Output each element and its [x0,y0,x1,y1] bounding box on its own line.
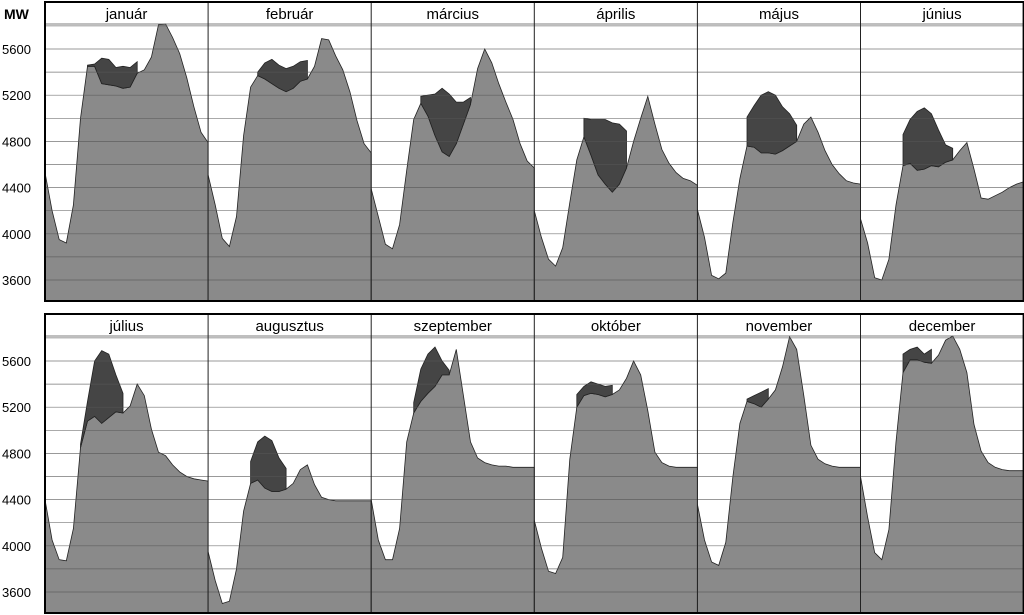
base-load-area [44,23,209,302]
peak-load-area [87,57,138,89]
peak-load-area [746,388,769,408]
y-axis-label: MW [4,6,30,22]
y-tick-label: 5600 [2,42,31,57]
y-tick-label: 5200 [2,400,31,415]
y-tick-label: 3600 [2,585,31,600]
base-load-area [860,335,1024,614]
month-title: május [759,6,799,23]
y-tick-label: 4000 [2,227,31,242]
month-title: január [105,6,148,23]
month-panel-1 [44,23,209,302]
month-panel-9 [370,346,535,614]
month-title: november [746,318,813,335]
month-panel-6 [860,107,1024,302]
base-load-area [697,335,861,614]
peak-load-area [583,117,627,193]
month-panel-8 [207,435,372,614]
month-title: december [909,318,976,335]
month-title: szeptember [414,318,492,335]
month-panel-2 [207,38,372,302]
peak-load-area [746,91,798,155]
month-title: július [108,318,143,335]
y-tick-label: 4400 [2,493,31,508]
y-tick-label: 4800 [2,446,31,461]
month-title: február [266,6,314,23]
base-load-area [207,464,372,614]
peak-load-area [250,435,287,492]
peak-load-area [413,346,450,415]
month-panel-12 [860,335,1024,614]
y-tick-label: 3600 [2,273,31,288]
month-panel-5 [697,91,861,302]
month-title: október [591,318,641,335]
peak-load-area [902,346,932,375]
y-tick-label: 4000 [2,539,31,554]
peak-load-area [902,107,954,171]
month-title: április [596,6,635,23]
peak-load-area [576,381,613,409]
peak-load-area [257,58,308,93]
month-panel-11 [697,335,861,614]
y-tick-label: 5600 [2,354,31,369]
month-panel-4 [533,94,698,302]
base-load-area [370,349,535,614]
month-panel-3 [370,47,535,302]
base-load-area [44,383,209,614]
base-load-area [533,360,698,614]
month-panel-10 [533,360,698,614]
base-load-area [370,47,535,302]
y-tick-label: 4800 [2,134,31,149]
peak-load-area [420,87,471,157]
y-tick-label: 5200 [2,88,31,103]
peak-load-area [80,350,124,448]
y-tick-label: 4400 [2,181,31,196]
month-title: augusztus [255,318,323,335]
month-panel-7 [44,350,209,614]
month-title: június [921,6,961,23]
month-title: március [426,6,479,23]
base-load-area [860,141,1024,302]
